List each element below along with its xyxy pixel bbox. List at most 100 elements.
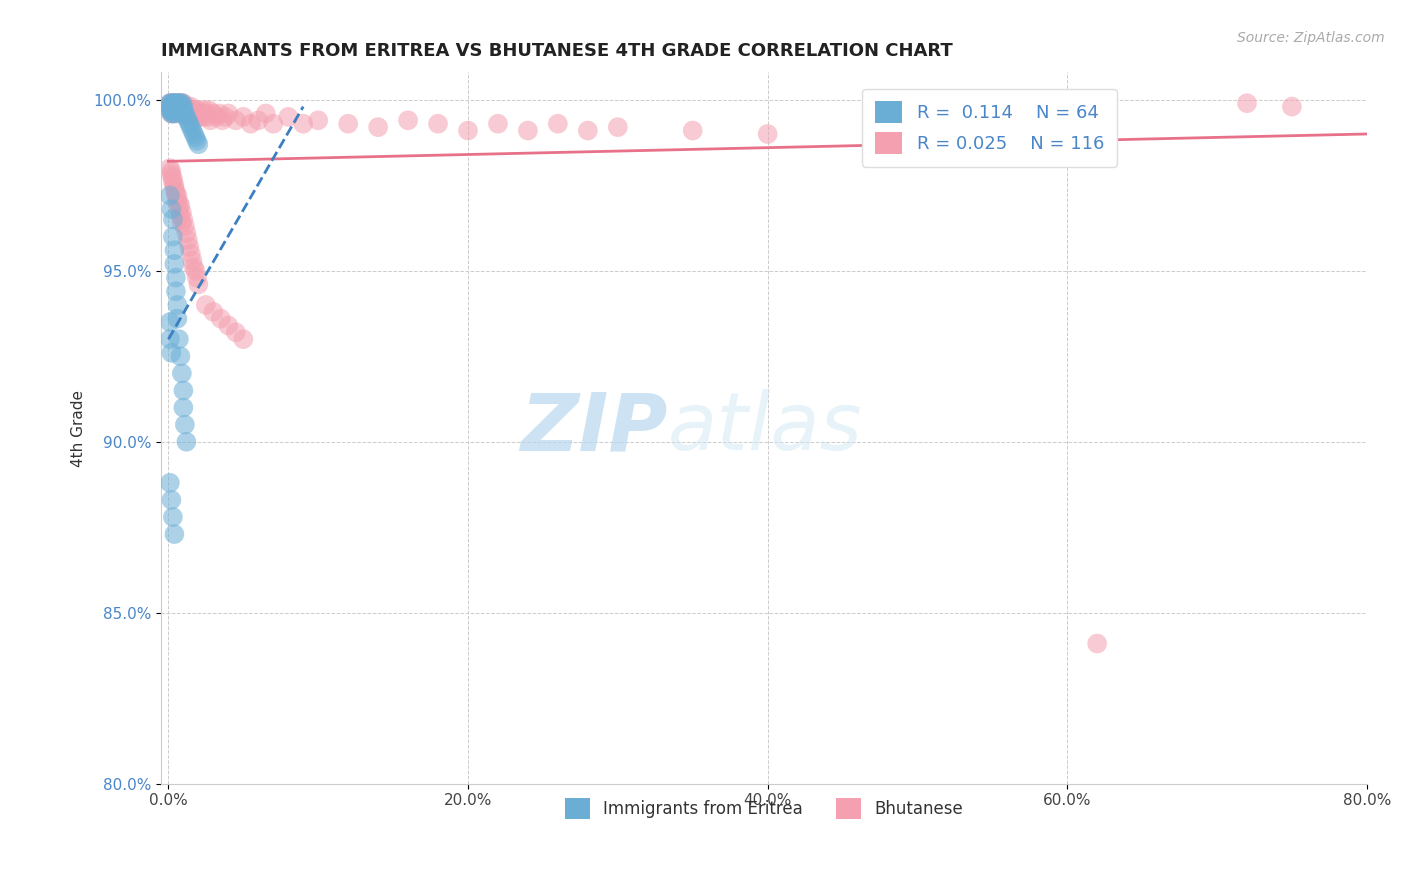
Point (184, 130, 207, 145)
Point (183, 106, 205, 120)
Point (163, 96, 186, 111)
Point (217, 106, 239, 120)
Point (162, 96, 184, 111)
Point (186, 106, 208, 120)
Legend: Immigrants from Eritrea, Bhutanese: Immigrants from Eritrea, Bhutanese (558, 791, 970, 825)
Point (173, 417, 195, 432)
Point (160, 202, 183, 217)
Point (179, 117, 201, 131)
Point (170, 96, 193, 111)
Point (176, 226, 198, 240)
Point (166, 298, 188, 312)
Point (176, 100, 198, 114)
Point (166, 100, 188, 114)
Point (172, 100, 194, 114)
Point (163, 178, 186, 193)
Point (165, 96, 187, 111)
Point (169, 106, 191, 120)
Point (1085, 636, 1108, 650)
Point (165, 100, 187, 114)
Point (160, 103, 183, 117)
Point (159, 100, 181, 114)
Point (160, 96, 183, 111)
Point (191, 110, 214, 124)
Point (169, 100, 191, 114)
Point (176, 106, 198, 120)
Point (173, 219, 195, 234)
Point (547, 117, 569, 131)
Point (162, 96, 184, 111)
Point (166, 96, 188, 111)
Point (163, 103, 186, 117)
Point (170, 367, 193, 381)
Point (170, 216, 193, 230)
Point (166, 311, 188, 326)
Text: atlas: atlas (668, 389, 862, 467)
Point (176, 434, 198, 449)
Y-axis label: 4th Grade: 4th Grade (72, 390, 86, 467)
Point (162, 103, 184, 117)
Point (173, 100, 195, 114)
Point (160, 106, 183, 120)
Point (195, 110, 218, 124)
Text: IMMIGRANTS FROM ERITREA VS BHUTANESE 4TH GRADE CORRELATION CHART: IMMIGRANTS FROM ERITREA VS BHUTANESE 4TH… (160, 42, 953, 60)
Point (209, 311, 232, 326)
Point (457, 123, 479, 137)
Point (165, 188, 187, 202)
Point (169, 96, 191, 111)
Point (486, 117, 509, 131)
Point (159, 96, 181, 111)
Point (159, 161, 181, 176)
Point (162, 175, 184, 189)
Point (187, 137, 209, 152)
Point (163, 182, 186, 196)
Point (194, 298, 217, 312)
Point (179, 240, 201, 254)
Point (160, 100, 183, 114)
Point (163, 527, 186, 541)
Point (159, 188, 181, 202)
Point (173, 106, 195, 120)
Text: ZIP: ZIP (520, 389, 668, 467)
Point (165, 285, 187, 299)
Point (232, 110, 254, 124)
Point (169, 199, 191, 213)
Point (180, 120, 202, 135)
Point (172, 212, 194, 227)
Point (162, 212, 184, 227)
Point (396, 113, 419, 128)
Text: Source: ZipAtlas.com: Source: ZipAtlas.com (1237, 31, 1385, 45)
Point (172, 96, 194, 111)
Point (165, 96, 187, 111)
Point (166, 96, 188, 111)
Point (172, 100, 194, 114)
Point (1236, 96, 1258, 111)
Point (217, 318, 239, 333)
Point (427, 117, 450, 131)
Point (173, 106, 195, 120)
Point (169, 349, 191, 363)
Point (1281, 100, 1303, 114)
Point (179, 103, 201, 117)
Point (211, 113, 233, 128)
Point (181, 123, 204, 137)
Point (177, 103, 200, 117)
Point (225, 113, 247, 128)
Point (254, 106, 277, 120)
Point (186, 270, 208, 285)
Point (163, 96, 186, 111)
Point (162, 510, 184, 524)
Point (160, 492, 183, 507)
Point (177, 110, 200, 124)
Point (159, 103, 181, 117)
Point (162, 103, 184, 117)
Point (177, 113, 200, 128)
Point (165, 185, 187, 199)
Point (167, 100, 190, 114)
Point (163, 257, 186, 271)
Point (606, 120, 628, 135)
Point (193, 103, 215, 117)
Point (239, 117, 262, 131)
Point (170, 103, 193, 117)
Point (170, 205, 193, 219)
